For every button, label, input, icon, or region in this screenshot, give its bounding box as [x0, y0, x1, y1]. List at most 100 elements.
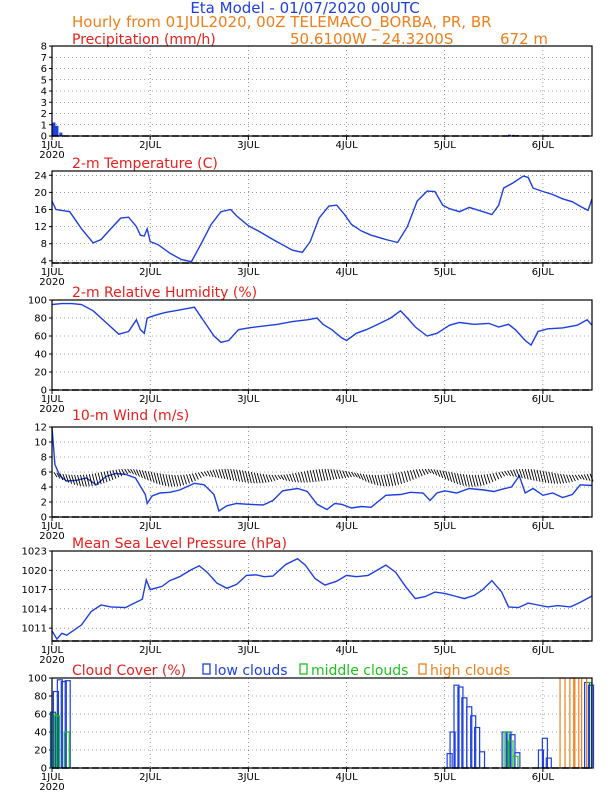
pressure-xtick-year: 2020	[39, 655, 64, 666]
wind-barb	[253, 472, 258, 484]
wind-barb	[80, 474, 84, 487]
wind-barb	[247, 471, 252, 484]
wind-barb	[274, 474, 279, 481]
wind-barb	[445, 471, 450, 481]
wind-barb	[309, 470, 314, 483]
wind-barb	[115, 469, 120, 478]
wind-xtick-label: 3JUL	[237, 521, 260, 532]
wind-barb	[436, 469, 441, 477]
pressure-xtick-label: 3JUL	[237, 645, 260, 656]
wind-barb	[530, 469, 535, 481]
clouds-xtick-label: 5JUL	[434, 772, 457, 783]
clouds-panel: 0 20 40 60 80 100 1JUL2020 2JUL 3JUL 4JUL 5JUL 6JUL	[28, 674, 595, 792]
wind-barb	[571, 474, 576, 482]
wind-barb	[221, 468, 226, 480]
wind-barb	[295, 472, 299, 483]
wind-barb	[130, 468, 134, 475]
wind-barb	[515, 469, 520, 478]
precip-title: Precipitation (mm/h)	[72, 32, 216, 48]
wind-barb	[374, 474, 379, 486]
cloud-legend: low clouds middle clouds high clouds	[202, 663, 510, 679]
legend-low-label: low clouds	[214, 663, 288, 679]
wind-barb	[539, 470, 544, 483]
wind-ytick-label: 8	[41, 453, 47, 464]
temperature-ytick-label: 16	[34, 205, 47, 216]
humidity-xtick-label: 4JUL	[335, 394, 358, 405]
wind-barb	[88, 474, 93, 487]
humidity-ytick-label: 100	[28, 296, 47, 307]
wind-barb	[59, 473, 64, 481]
wind-barb	[189, 473, 193, 483]
pressure-line	[51, 557, 593, 641]
wind-barb	[569, 474, 573, 483]
wind-barb	[498, 471, 503, 478]
wind-barb	[392, 473, 397, 486]
wind-barb	[262, 473, 267, 483]
clouds-ytick-label: 20	[34, 746, 47, 757]
humidity-xtick-label: 3JUL	[237, 394, 260, 405]
wind-barb	[165, 474, 170, 487]
wind-barb	[56, 472, 61, 479]
wind-barb	[483, 474, 488, 485]
humidity-ytick-label: 0	[41, 386, 47, 397]
temperature-xtick-label: 5JUL	[434, 267, 457, 278]
pressure-ytick-label: 1023	[22, 547, 47, 558]
precip-bar	[55, 125, 59, 136]
wind-barb	[336, 469, 341, 479]
wind-barb	[504, 470, 508, 476]
wind-barb	[501, 471, 506, 477]
wind-barb	[65, 474, 70, 483]
wind-barb	[224, 468, 229, 480]
wind-barb	[580, 474, 585, 480]
wind-barb	[271, 474, 276, 482]
wind-barb	[348, 471, 352, 478]
wind-barb	[551, 472, 556, 484]
humidity-ytick-label: 20	[34, 368, 47, 379]
clouds-title: Cloud Cover (%)	[72, 663, 186, 679]
wind-barb	[510, 469, 514, 477]
wind-barb	[215, 469, 220, 479]
station-elevation: 672 m	[500, 30, 548, 48]
pressure-xtick-label: 1JUL	[41, 645, 64, 656]
wind-barb	[345, 470, 349, 478]
wind-barb	[418, 469, 423, 477]
legend-middle-label: middle clouds	[311, 663, 408, 679]
wind-barb	[68, 474, 73, 484]
clouds-xtick-label: 1JUL	[41, 772, 64, 783]
pressure-xtick-label: 4JUL	[335, 645, 358, 656]
humidity-ytick-label: 60	[34, 332, 47, 343]
pressure-frame	[51, 550, 593, 642]
wind-barb	[259, 473, 264, 484]
wind-barb	[71, 474, 76, 485]
wind-barb	[557, 473, 562, 484]
wind-barb	[583, 474, 588, 481]
wind-barb	[280, 474, 285, 481]
wind-barb	[451, 472, 456, 484]
wind-barb	[492, 473, 497, 481]
temperature-line	[51, 175, 593, 263]
legend-middle-swatch	[299, 663, 308, 675]
precip-xtick-label: 3JUL	[237, 140, 260, 151]
wind-barb	[138, 469, 143, 478]
wind-barb	[180, 474, 185, 486]
wind-barb	[368, 474, 373, 484]
wind-barb	[545, 471, 550, 484]
wind-barb	[462, 474, 467, 487]
precip-bar	[508, 134, 512, 136]
wind-barb	[457, 473, 461, 486]
wind-barb	[477, 474, 482, 487]
wind-barb	[409, 470, 414, 480]
precip-xtick-label: 2JUL	[139, 140, 162, 151]
humidity-xtick-label: 1JUL	[41, 394, 64, 405]
pressure-xtick-label: 2JUL	[139, 645, 162, 656]
wind-barb	[474, 474, 479, 487]
temperature-xtick-label: 1JUL	[41, 267, 64, 278]
station-coords: 50.6100W - 24.3200S	[290, 30, 453, 48]
wind-barb	[218, 469, 223, 479]
humidity-frame	[51, 299, 593, 391]
wind-barb	[74, 474, 79, 486]
wind-barb	[191, 473, 196, 482]
wind-barb	[566, 474, 570, 483]
wind-barb	[356, 473, 361, 479]
